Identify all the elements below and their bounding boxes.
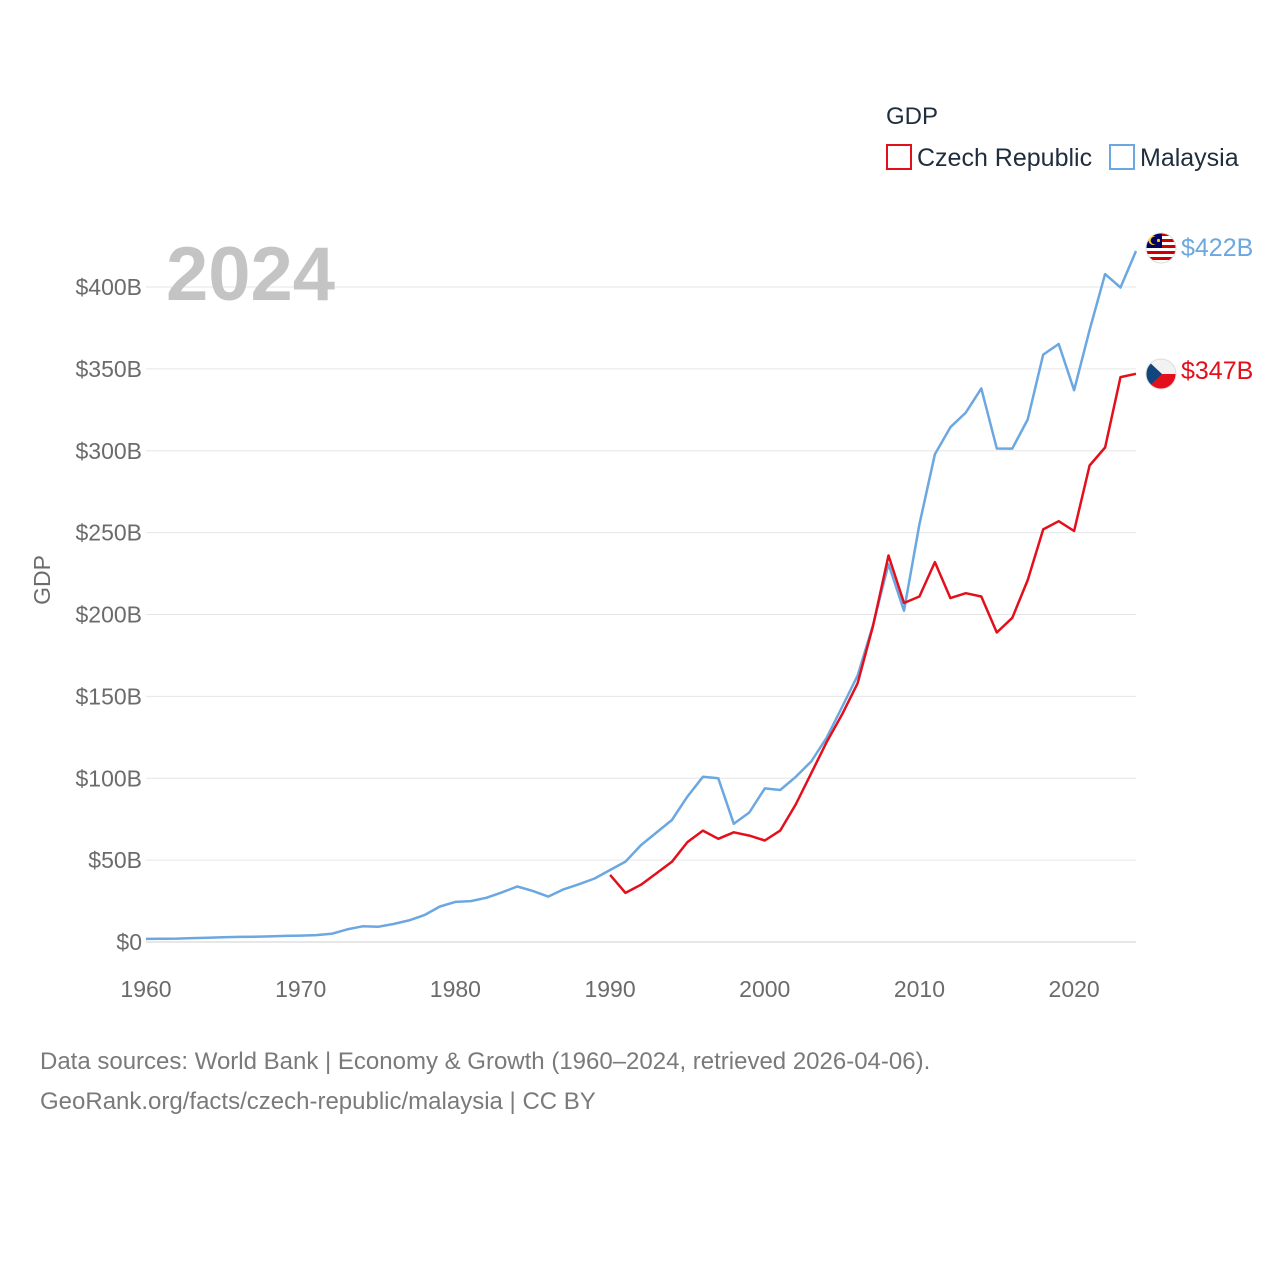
y-tick-label: $300B [75,438,142,464]
x-tick-label: 1970 [275,976,326,1002]
czech-flag-icon [1145,358,1177,390]
x-tick-label: 1980 [430,976,481,1002]
y-tick-label: $150B [75,683,142,709]
gridlines [146,286,1136,943]
legend-swatch-czech-republic [886,144,912,170]
x-tick-label: 1960 [120,976,171,1002]
legend-label-malaysia: Malaysia [1140,144,1239,172]
x-tick-label: 2000 [739,976,790,1002]
footer-credit: GeoRank.org/facts/czech-republic/malaysi… [40,1088,596,1115]
y-tick-label: $0 [116,929,142,955]
malaysia-flag-icon [1145,232,1177,264]
x-tick-label: 1990 [584,976,635,1002]
y-axis-ticks: $0 $50B $100B $150B $200B $250B $300B $350B $400… [75,274,142,955]
legend-title: GDP [886,103,938,130]
y-tick-label: $400B [75,274,142,300]
legend-item-malaysia[interactable]: Malaysia [1109,144,1239,172]
y-tick-label: $100B [75,765,142,791]
footer-sources: Data sources: World Bank | Economy & Gro… [40,1048,931,1075]
y-axis-title: GDP [29,555,55,605]
end-label-malaysia: $422B [1181,234,1253,262]
x-axis-ticks: 1960 1970 1980 1990 2000 2010 2020 [120,976,1099,1002]
x-tick-label: 2020 [1049,976,1100,1002]
y-tick-label: $250B [75,520,142,546]
x-tick-label: 2010 [894,976,945,1002]
end-label-czech-republic: $347B [1181,357,1253,385]
legend-swatch-malaysia [1109,144,1135,170]
year-watermark: 2024 [166,232,335,317]
y-tick-label: $200B [75,602,142,628]
series-line-malaysia[interactable] [145,250,1138,941]
legend-label-czech-republic: Czech Republic [917,144,1092,172]
series-lines [145,250,1138,941]
y-tick-label: $350B [75,356,142,382]
series-line-czech-republic[interactable] [609,372,1137,895]
y-tick-label: $50B [88,847,142,873]
legend-item-czech-republic[interactable]: Czech Republic [886,144,1092,172]
legend: GDP Czech Republic Malaysia [886,103,1239,172]
footer: Data sources: World Bank | Economy & Gro… [40,1042,930,1122]
